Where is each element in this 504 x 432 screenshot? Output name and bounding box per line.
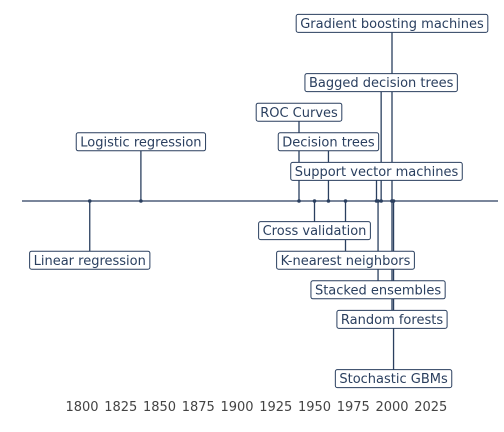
event-label-text: Bagged decision trees [309, 76, 454, 91]
event-label-stacked-ensembles: Stacked ensembles [310, 280, 446, 300]
event-label-roc-curves: ROC Curves [255, 102, 343, 122]
event-marker-stacked-ensembles [376, 199, 380, 203]
event-label-box [336, 309, 448, 329]
event-label-text: Stochastic GBMs [339, 372, 448, 387]
x-tick-label: 1925 [259, 400, 292, 415]
x-tick-labels: 1800 1825 1850 1875 1900 1925 1950 1975 2000 2025 [65, 400, 447, 415]
event-label-box [255, 102, 343, 122]
event-label-box [276, 250, 415, 270]
event-label-box [29, 250, 151, 270]
labels-layer: Linear regression Logistic regression ROC … [29, 13, 489, 389]
x-tick-label: 2000 [375, 400, 408, 415]
event-label-box [295, 13, 489, 33]
dots-layer [87, 199, 396, 203]
event-marker-stochastic-gbms [391, 199, 396, 203]
x-tick-label: 1900 [220, 400, 253, 415]
x-tick-label: 1975 [337, 400, 370, 415]
event-marker-decision-trees [326, 199, 331, 203]
event-label-box [334, 369, 453, 389]
event-label-decision-trees: Decision trees [277, 132, 380, 152]
event-marker-linear-regression [87, 199, 92, 203]
event-label-text: Decision trees [282, 135, 375, 150]
x-tick-label: 2025 [414, 400, 447, 415]
x-tick-label: 1825 [104, 400, 137, 415]
event-marker-bagged-decision-trees [379, 199, 383, 203]
event-label-box [310, 280, 446, 300]
event-label-bagged-decision-trees: Bagged decision trees [304, 73, 458, 93]
event-marker-roc-curves [297, 199, 301, 203]
event-label-text: ROC Curves [260, 106, 338, 121]
event-label-logistic-regression: Logistic regression [75, 132, 207, 152]
event-label-box [75, 132, 207, 152]
event-label-text: K-nearest neighbors [281, 254, 411, 269]
event-label-cross-validation: Cross validation [258, 221, 371, 241]
event-label-box [277, 132, 380, 152]
event-label-support-vector-machines: Support vector machines [290, 161, 463, 181]
event-marker-logistic-regression [139, 199, 143, 203]
event-marker-cross-validation [312, 199, 317, 203]
event-label-text: Gradient boosting machines [300, 17, 484, 32]
event-label-box [258, 221, 371, 241]
event-label-text: Stacked ensembles [315, 283, 441, 298]
event-label-linear-regression: Linear regression [29, 250, 151, 270]
x-tick-label: 1950 [298, 400, 331, 415]
event-label-stochastic-gbms: Stochastic GBMs [334, 369, 453, 389]
event-label-box [290, 161, 463, 181]
event-label-text: Cross validation [263, 224, 367, 239]
event-label-box [304, 73, 458, 93]
x-tick-label: 1875 [182, 400, 215, 415]
event-label-random-forests: Random forests [336, 309, 448, 329]
event-label-k-nearest-neighbors: K-nearest neighbors [276, 250, 415, 270]
event-label-text: Support vector machines [295, 165, 459, 180]
x-tick-label: 1800 [65, 400, 98, 415]
event-label-gradient-boosting-machines: Gradient boosting machines [295, 13, 489, 33]
x-tick-label: 1850 [143, 400, 176, 415]
event-label-text: Random forests [341, 313, 443, 328]
event-label-text: Linear regression [34, 254, 146, 269]
event-marker-k-nearest-neighbors [343, 199, 348, 203]
event-label-text: Logistic regression [80, 135, 201, 150]
